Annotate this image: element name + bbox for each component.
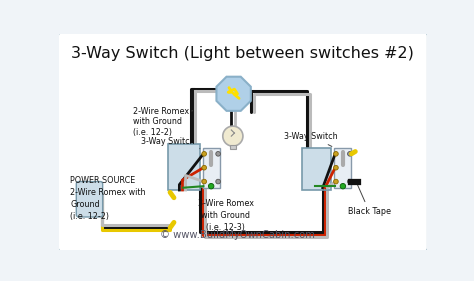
FancyBboxPatch shape bbox=[334, 148, 351, 188]
Polygon shape bbox=[217, 77, 251, 111]
FancyBboxPatch shape bbox=[302, 148, 331, 190]
Circle shape bbox=[347, 179, 352, 184]
FancyBboxPatch shape bbox=[168, 144, 201, 190]
Circle shape bbox=[202, 179, 207, 184]
Circle shape bbox=[216, 179, 220, 184]
Circle shape bbox=[216, 151, 220, 156]
Circle shape bbox=[209, 183, 214, 189]
Circle shape bbox=[202, 166, 207, 170]
Text: 3-Way Switch (Light between switches #2): 3-Way Switch (Light between switches #2) bbox=[72, 46, 414, 61]
Circle shape bbox=[334, 151, 338, 156]
Text: Black Tape: Black Tape bbox=[348, 184, 391, 216]
Text: 3-Way Switch: 3-Way Switch bbox=[141, 137, 200, 149]
FancyBboxPatch shape bbox=[76, 182, 103, 217]
Circle shape bbox=[223, 126, 243, 146]
Text: © www.BuildMyOwnCabin.com: © www.BuildMyOwnCabin.com bbox=[160, 230, 315, 240]
FancyBboxPatch shape bbox=[230, 145, 236, 149]
Text: 2-Wire Romex
with Ground
(i.e. 12-2): 2-Wire Romex with Ground (i.e. 12-2) bbox=[133, 107, 192, 137]
Circle shape bbox=[334, 179, 338, 184]
FancyBboxPatch shape bbox=[202, 148, 219, 188]
FancyBboxPatch shape bbox=[58, 32, 428, 251]
Text: POWER SOURCE
2-Wire Romex with
Ground
(i.e. 12-2): POWER SOURCE 2-Wire Romex with Ground (i… bbox=[70, 176, 146, 221]
Circle shape bbox=[202, 151, 207, 156]
Circle shape bbox=[340, 183, 346, 189]
Text: 3-Wire Romex
with Ground
(i.e. 12-3): 3-Wire Romex with Ground (i.e. 12-3) bbox=[198, 199, 254, 232]
Circle shape bbox=[334, 166, 338, 170]
Text: 3-Way Switch: 3-Way Switch bbox=[284, 132, 337, 146]
Circle shape bbox=[347, 151, 352, 156]
